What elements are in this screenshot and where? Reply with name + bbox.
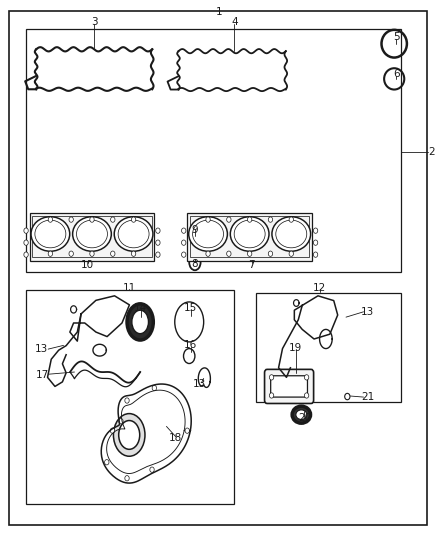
Ellipse shape — [181, 240, 186, 245]
Ellipse shape — [269, 393, 274, 398]
Ellipse shape — [193, 220, 223, 248]
Text: 12: 12 — [313, 283, 326, 293]
FancyBboxPatch shape — [265, 369, 314, 403]
Ellipse shape — [156, 228, 160, 233]
Bar — [30, 213, 154, 261]
Bar — [187, 213, 312, 261]
Ellipse shape — [269, 375, 274, 380]
Ellipse shape — [132, 310, 148, 334]
Text: 6: 6 — [393, 69, 400, 78]
Text: 20: 20 — [298, 414, 311, 423]
Ellipse shape — [24, 252, 28, 257]
Ellipse shape — [114, 217, 153, 251]
Ellipse shape — [73, 217, 111, 251]
Ellipse shape — [24, 240, 28, 245]
Ellipse shape — [289, 251, 293, 256]
Ellipse shape — [110, 217, 115, 222]
Text: 7: 7 — [248, 260, 255, 270]
Ellipse shape — [247, 251, 252, 256]
Text: 5: 5 — [393, 33, 400, 42]
Text: 4: 4 — [231, 18, 238, 27]
Bar — [30, 213, 154, 261]
Ellipse shape — [156, 240, 160, 245]
Ellipse shape — [156, 252, 160, 257]
Text: 2: 2 — [428, 147, 435, 157]
Ellipse shape — [276, 220, 307, 248]
Ellipse shape — [268, 217, 272, 222]
Text: 17: 17 — [36, 370, 49, 380]
Ellipse shape — [227, 251, 231, 256]
Text: 9: 9 — [191, 225, 198, 235]
Text: 1: 1 — [215, 7, 223, 17]
Bar — [187, 213, 312, 261]
Ellipse shape — [247, 217, 252, 222]
Ellipse shape — [313, 228, 318, 233]
Ellipse shape — [77, 220, 107, 248]
Ellipse shape — [131, 217, 136, 222]
Ellipse shape — [48, 217, 53, 222]
Ellipse shape — [90, 217, 94, 222]
Ellipse shape — [292, 406, 311, 423]
Bar — [26, 29, 401, 272]
Text: 14: 14 — [134, 303, 147, 312]
Ellipse shape — [69, 251, 74, 256]
Ellipse shape — [119, 421, 140, 449]
Text: 15: 15 — [184, 303, 197, 312]
Text: 10: 10 — [81, 260, 94, 270]
Ellipse shape — [268, 251, 272, 256]
Ellipse shape — [181, 228, 186, 233]
Ellipse shape — [313, 240, 318, 245]
Ellipse shape — [234, 220, 265, 248]
Ellipse shape — [127, 304, 153, 340]
Ellipse shape — [110, 428, 115, 433]
Text: 8: 8 — [191, 259, 198, 269]
Ellipse shape — [125, 398, 129, 403]
Ellipse shape — [119, 418, 123, 424]
Ellipse shape — [206, 251, 210, 256]
Ellipse shape — [24, 228, 28, 233]
Ellipse shape — [48, 251, 53, 256]
Ellipse shape — [131, 251, 136, 256]
Bar — [32, 216, 152, 257]
Ellipse shape — [304, 375, 309, 380]
Text: 13: 13 — [193, 379, 206, 389]
Ellipse shape — [105, 459, 109, 465]
Ellipse shape — [304, 393, 309, 398]
Ellipse shape — [150, 467, 154, 472]
Ellipse shape — [113, 414, 145, 456]
Ellipse shape — [230, 217, 269, 251]
Ellipse shape — [206, 217, 210, 222]
Ellipse shape — [185, 428, 189, 433]
Text: 19: 19 — [289, 343, 302, 352]
Ellipse shape — [152, 385, 156, 391]
Ellipse shape — [189, 217, 227, 251]
Bar — [190, 216, 309, 257]
Ellipse shape — [227, 217, 231, 222]
Ellipse shape — [31, 217, 70, 251]
Bar — [256, 293, 401, 402]
Ellipse shape — [313, 252, 318, 257]
Text: 11: 11 — [123, 283, 136, 293]
Bar — [26, 290, 234, 504]
Ellipse shape — [118, 220, 149, 248]
Text: 3: 3 — [91, 18, 98, 27]
Text: 13: 13 — [35, 344, 48, 354]
Ellipse shape — [289, 217, 293, 222]
Text: 13: 13 — [361, 307, 374, 317]
Text: 18: 18 — [169, 433, 182, 443]
Ellipse shape — [272, 217, 311, 251]
Ellipse shape — [181, 252, 186, 257]
Ellipse shape — [35, 220, 66, 248]
Ellipse shape — [125, 475, 129, 481]
Ellipse shape — [296, 410, 307, 419]
Ellipse shape — [69, 217, 74, 222]
Ellipse shape — [90, 251, 94, 256]
Text: 21: 21 — [361, 392, 374, 402]
Ellipse shape — [110, 251, 115, 256]
FancyBboxPatch shape — [271, 376, 307, 397]
Text: 16: 16 — [184, 341, 197, 350]
